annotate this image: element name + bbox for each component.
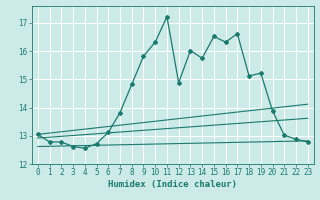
X-axis label: Humidex (Indice chaleur): Humidex (Indice chaleur): [108, 180, 237, 189]
